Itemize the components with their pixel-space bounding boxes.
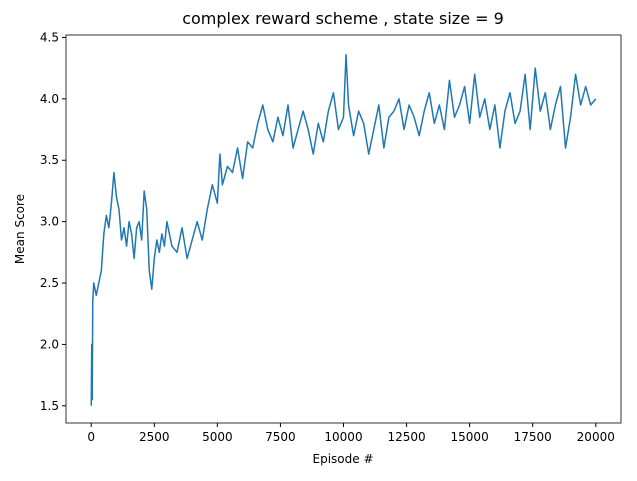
y-tick-label: 3.5: [40, 153, 59, 167]
chart-title: complex reward scheme , state size = 9: [182, 9, 504, 28]
x-tick-label: 5000: [202, 430, 233, 444]
y-tick-label: 2.0: [40, 337, 59, 351]
x-tick-label: 0: [87, 430, 95, 444]
x-tick-label: 17500: [514, 430, 552, 444]
y-axis-label: Mean Score: [13, 194, 27, 264]
y-tick-label: 4.0: [40, 92, 59, 106]
y-tick-label: 4.5: [40, 30, 59, 44]
x-tick-label: 7500: [265, 430, 296, 444]
y-tick-label: 3.0: [40, 215, 59, 229]
x-tick-label: 20000: [577, 430, 615, 444]
x-tick-label: 12500: [387, 430, 425, 444]
x-axis-label: Episode #: [313, 452, 374, 466]
x-tick-label: 2500: [139, 430, 170, 444]
plot-frame: [65, 34, 622, 424]
y-tick-label: 1.5: [40, 399, 59, 413]
y-tick-label: 2.5: [40, 276, 59, 290]
x-tick-label: 10000: [324, 430, 362, 444]
line: [90, 53, 597, 406]
x-tick-label: 15000: [451, 430, 489, 444]
